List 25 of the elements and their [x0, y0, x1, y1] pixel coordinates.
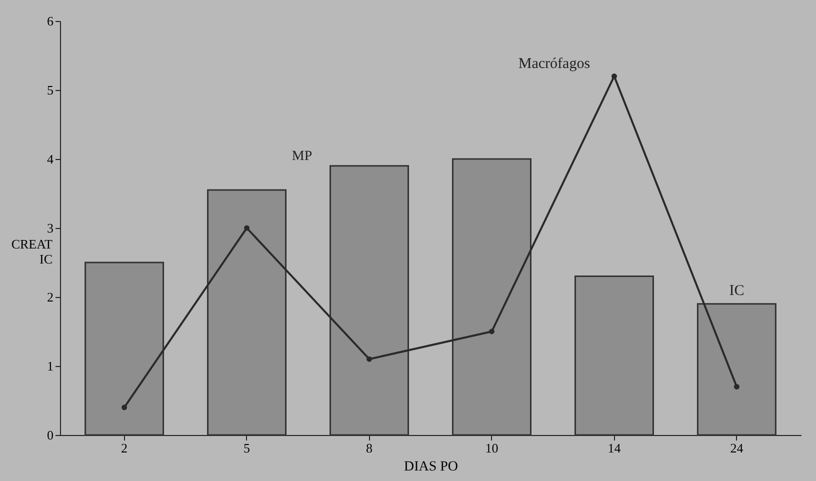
point — [611, 73, 617, 79]
x-tick-label: 14 — [608, 440, 622, 456]
y-tick-label: 3 — [47, 220, 54, 236]
point — [489, 328, 494, 334]
y-tick-label: 5 — [47, 82, 54, 98]
bar — [574, 276, 654, 436]
y-axis-title: CREAT IC — [11, 236, 53, 266]
y-tick-label: 2 — [47, 290, 54, 304]
x-tick-label: 5 — [244, 440, 250, 456]
x-tick-label: 24 — [730, 440, 744, 456]
point — [734, 384, 740, 390]
y-tick-label: 0 — [47, 428, 54, 442]
series-label: IC — [729, 282, 744, 299]
x-tick-label: 8 — [366, 440, 373, 456]
x-axis-title: DIAS PO — [404, 460, 458, 474]
x-tick-label: 10 — [485, 440, 498, 456]
x-tick-label: 2 — [121, 440, 128, 456]
annotation: MP — [292, 149, 312, 164]
y-tick-label: 6 — [47, 14, 54, 28]
series-label: Macrófagos — [518, 56, 590, 72]
y-tick-label: 1 — [47, 358, 54, 374]
y-tick-label: 4 — [47, 152, 54, 166]
point — [244, 225, 250, 231]
point — [122, 404, 128, 410]
point — [366, 356, 372, 362]
